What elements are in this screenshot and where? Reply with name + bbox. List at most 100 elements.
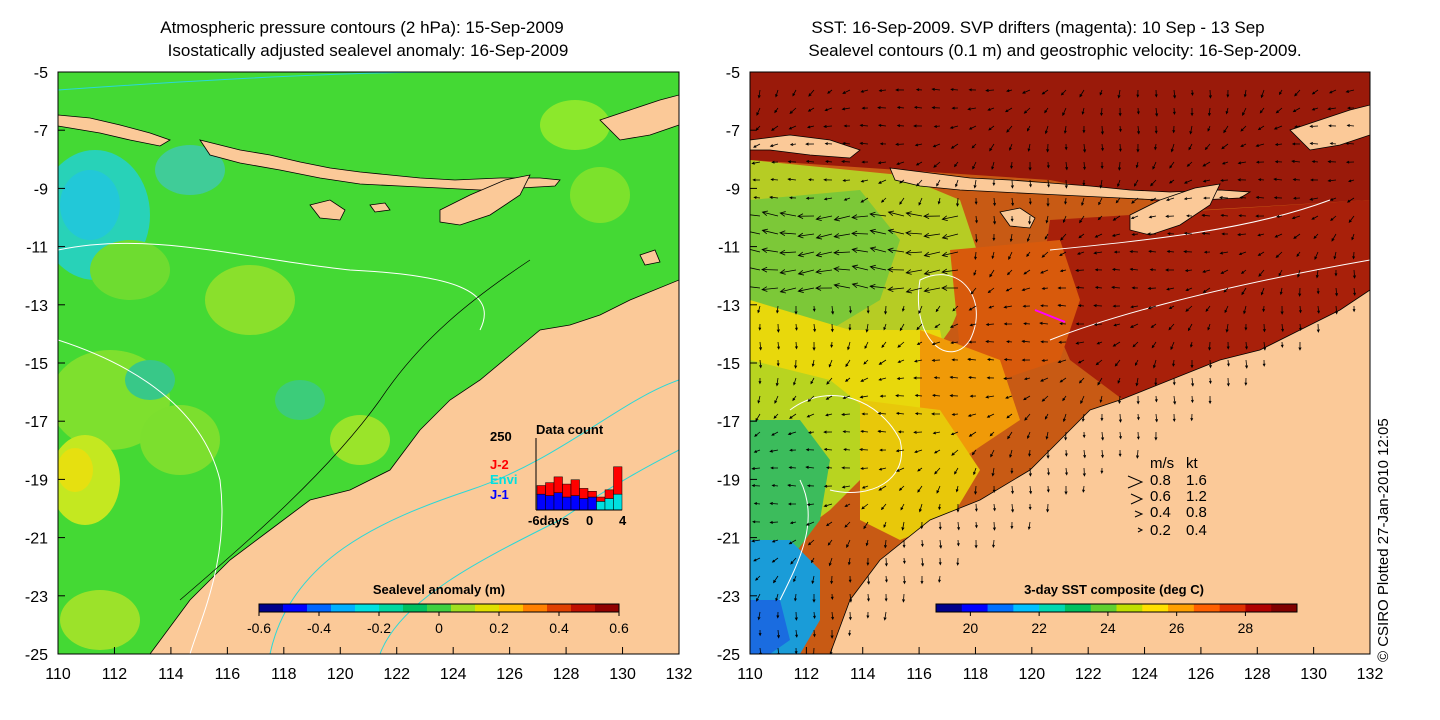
velocity-arrow [815,268,833,275]
velocity-arrow [1190,89,1194,96]
velocity-arrow [1202,269,1211,273]
velocity-arrow [954,467,959,475]
velocity-arrow [1291,159,1301,163]
velocity-arrow [1311,89,1319,95]
velocity-arrow [761,210,779,217]
velocity-arrow [757,305,761,314]
right-colorbar-cell [1090,604,1117,612]
velocity-arrow [810,377,815,385]
velocity-arrow [897,341,905,348]
velocity-arrow [841,160,851,164]
velocity-arrow [807,107,815,112]
velocity-arrow [833,215,851,222]
velocity-arrow [774,107,779,114]
velocity-arrow [989,269,995,278]
velocity-arrow [989,143,995,152]
velocity-arrow [1257,233,1265,237]
velocity-arrow [1113,323,1121,327]
velocity-arrow [1119,431,1122,440]
inset-bar-j-1 [553,492,563,511]
velocity-arrow [869,264,887,271]
left-y-tick-label: -7 [34,123,48,140]
velocity-arrow [878,377,887,381]
velocity-arrow [1221,143,1229,150]
left-colorbar-tick-label: 0.2 [489,620,509,636]
velocity-arrow [955,485,959,493]
velocity-arrow [788,502,797,506]
velocity-arrow [1331,233,1337,242]
velocity-arrow [1075,268,1085,272]
velocity-arrow [934,467,941,475]
left-x-tick-label: 122 [383,666,410,683]
velocity-arrow [933,376,941,380]
velocity-arrow [1063,125,1067,134]
velocity-arrow [920,521,924,530]
velocity-arrow [895,467,905,472]
left-colorbar-tick-label: 0.4 [549,620,569,636]
velocity-arrow [771,557,779,563]
velocity-arrow [1273,125,1283,130]
velocity-arrow [1293,125,1301,129]
left-y-tick-label: -25 [25,647,48,664]
velocity-arrow [899,197,905,205]
velocity-arrow [1093,323,1103,327]
velocity-arrow [826,377,833,385]
right-colorbar-cell [1116,604,1143,612]
velocity-arrow [902,557,906,565]
velocity-arrow [1221,232,1229,236]
velocity-arrow [1028,503,1032,511]
velocity-arrow [1093,304,1103,308]
velocity-arrow [1189,341,1193,348]
velocity-arrow [1023,395,1031,401]
velocity-arrow [1003,322,1013,326]
velocity-arrow [1255,143,1265,148]
velocity-arrow [1081,107,1085,115]
velocity-arrow [1100,107,1104,117]
velocity-arrow [967,107,977,111]
velocity-arrow [1345,141,1355,146]
velocity-arrow [877,123,887,127]
velocity-arrow [877,429,887,433]
velocity-arrow [913,359,923,363]
velocity-arrow [827,89,833,94]
velocity-arrow [751,484,761,488]
velocity-arrow [1064,449,1068,457]
velocity-arrow [974,233,978,243]
velocity-arrow [1291,142,1301,146]
velocity-arrow [805,465,815,469]
velocity-arrow [1309,124,1319,128]
left-y-tick-label: -17 [25,414,48,431]
velocity-arrow [1099,179,1103,189]
velocity-arrow [789,521,797,525]
velocity-arrow [918,305,923,315]
right-y-tick-label: -17 [717,414,740,431]
velocity-arrow [753,557,761,562]
velocity-arrow [860,430,869,433]
velocity-arrow [1059,377,1067,383]
velocity-arrow [923,287,941,293]
velocity-arrow [949,375,959,379]
velocity-arrow [1297,269,1301,278]
velocity-arrow [789,142,797,146]
velocity-arrow [1190,395,1194,404]
velocity-arrow [917,467,923,472]
velocity-arrow [1273,196,1283,200]
velocity-arrow [788,125,797,130]
velocity-arrow [990,449,995,458]
velocity-arrow [788,466,797,470]
velocity-arrow [902,575,906,585]
velocity-arrow [969,394,977,398]
velocity-arrow [812,305,816,312]
velocity-arrow [941,215,959,222]
right-y-tick-label: -13 [717,298,740,315]
velocity-arrow [1041,287,1049,290]
velocity-arrow [883,611,887,621]
inset-bar-j-2 [604,489,614,499]
right-y-tick-label: -15 [717,356,740,373]
velocity-arrow [1083,449,1087,459]
velocity-arrow [1136,431,1140,440]
velocity-arrow [813,323,817,333]
velocity-arrow [865,539,869,547]
inset-bar-j-1 [562,496,572,511]
velocity-arrow [951,106,959,110]
